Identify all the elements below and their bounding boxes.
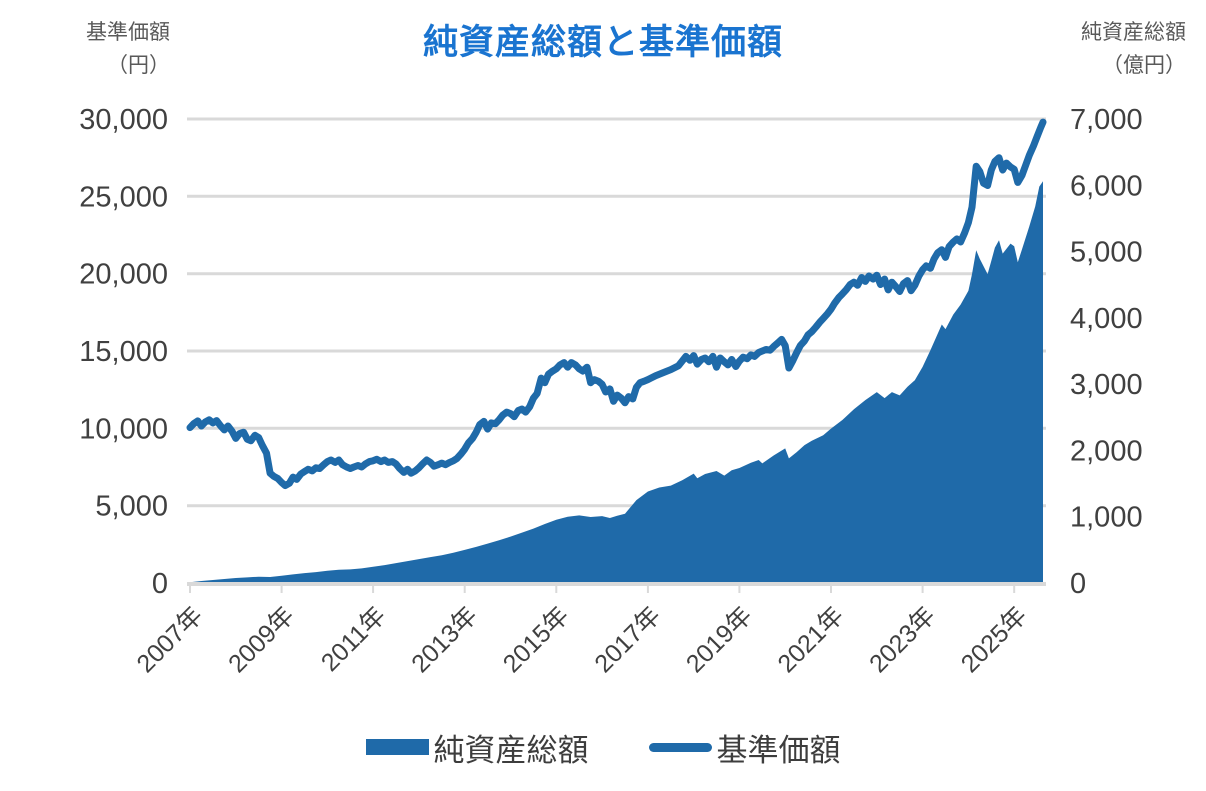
left-axis-header-line2: （円） <box>107 54 170 77</box>
line-series-swatch <box>648 742 712 752</box>
left-axis-tick-label: 25,000 <box>79 181 168 213</box>
right-axis-tick-label: 1,000 <box>1070 502 1143 534</box>
right-axis-header: 純資産総額 （億円） <box>1016 16 1186 82</box>
right-axis-tick-label: 2,000 <box>1070 435 1143 467</box>
left-axis-tick-label: 15,000 <box>79 336 168 368</box>
x-axis-tick-label: 2011年 <box>316 601 391 676</box>
left-axis-tick-label: 20,000 <box>79 259 168 291</box>
left-axis-header-line1: 基準価額 <box>86 21 170 44</box>
right-axis-tick-label: 5,000 <box>1070 237 1143 269</box>
x-axis-tick-label: 2009年 <box>223 601 300 678</box>
area-series-swatch <box>365 739 429 755</box>
left-axis-tick-label: 30,000 <box>79 104 168 136</box>
legend: 純資産総額 基準価額 <box>0 724 1206 770</box>
right-axis-tick-label: 3,000 <box>1070 369 1143 401</box>
x-axis-tick-label: 2019年 <box>681 601 758 678</box>
x-axis-tick-label: 2025年 <box>956 601 1033 678</box>
right-axis-tick-label: 0 <box>1070 568 1086 600</box>
legend-item-net-assets: 純資産総額 <box>365 725 589 770</box>
left-axis-tick-label: 0 <box>152 568 168 600</box>
x-axis-tick-label: 2021年 <box>772 601 849 678</box>
legend-item-nav: 基準価額 <box>648 725 841 770</box>
left-axis-header: 基準価額 （円） <box>0 16 170 82</box>
nav-line-series <box>186 118 1047 490</box>
x-axis-tick-label: 2015年 <box>498 601 575 678</box>
legend-label-net-assets: 純資産総額 <box>433 732 589 768</box>
x-axis-tick-label: 2023年 <box>864 601 941 678</box>
x-axis-tick-label: 2013年 <box>406 601 483 678</box>
x-axis-tick-label: 2007年 <box>131 601 208 678</box>
right-axis-tick-label: 6,000 <box>1070 170 1143 202</box>
right-axis-header-line2: （億円） <box>1102 54 1186 77</box>
x-axis-tick-label: 2017年 <box>589 601 666 678</box>
right-axis-tick-label: 7,000 <box>1070 104 1143 136</box>
right-axis-header-line1: 純資産総額 <box>1081 21 1186 44</box>
left-axis-tick-label: 5,000 <box>95 491 168 523</box>
right-axis-tick-label: 4,000 <box>1070 303 1143 335</box>
chart-title: 純資産総額と基準価額 <box>422 23 783 62</box>
legend-label-nav: 基準価額 <box>716 732 841 768</box>
left-axis-tick-label: 10,000 <box>79 413 168 445</box>
net-assets-area-series <box>190 181 1043 584</box>
